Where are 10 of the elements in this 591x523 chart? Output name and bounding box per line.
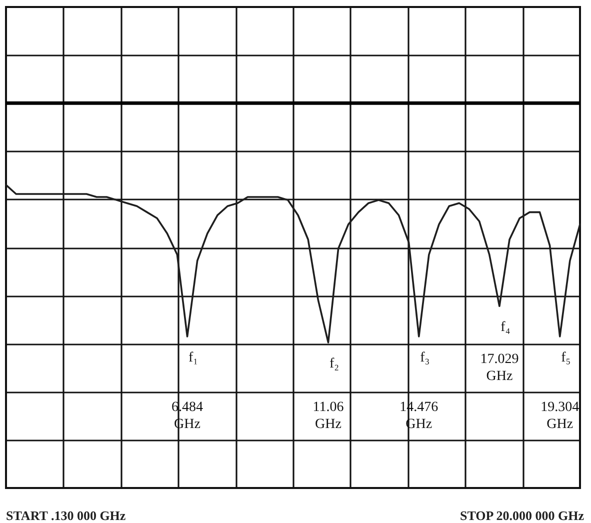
annotation: f₂ [329, 356, 340, 372]
annotation: 19.304 GHz [540, 400, 580, 432]
annotation: f₁ [188, 350, 198, 366]
annotation: f₄ [500, 320, 510, 336]
annotation: f₅ [561, 350, 571, 366]
text: STOP 20.000 000 GHz [460, 508, 584, 523]
annotation: 17.029 GHz [480, 352, 519, 384]
annotation: f₃ [420, 350, 430, 366]
annotation: 11.06 GHz [312, 400, 344, 432]
text: START .130 000 GHz [6, 508, 126, 523]
